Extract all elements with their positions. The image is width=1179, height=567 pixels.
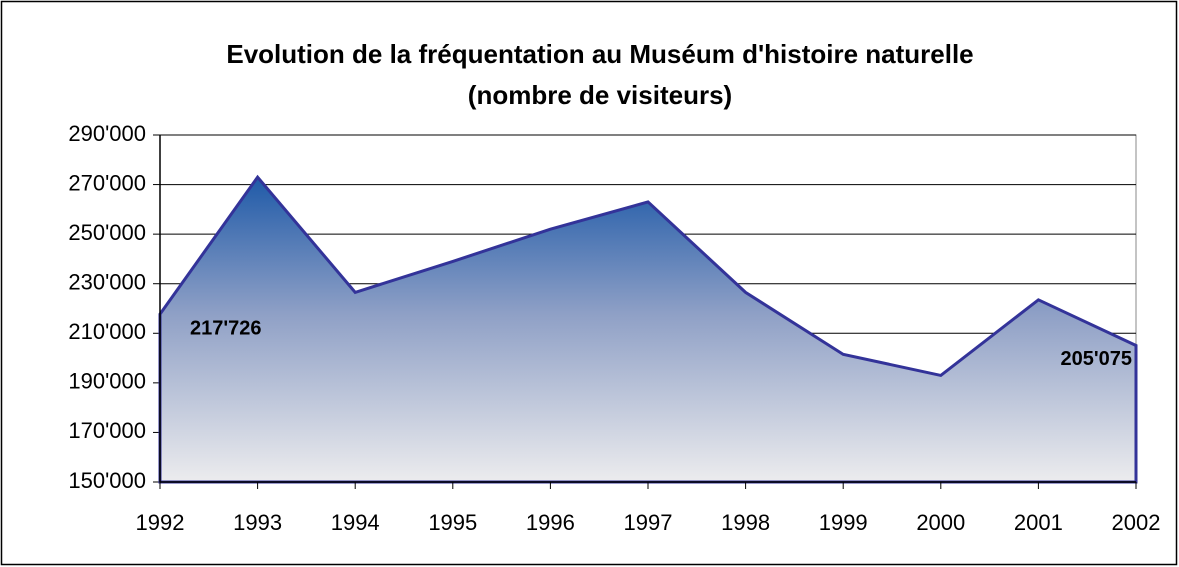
x-tick-label: 1993 <box>233 510 282 535</box>
y-tick-label: 250'000 <box>68 220 146 245</box>
x-tick-label: 1992 <box>136 510 185 535</box>
y-tick-label: 190'000 <box>68 369 146 394</box>
y-tick-label: 270'000 <box>68 170 146 195</box>
x-tick-label: 2001 <box>1014 510 1063 535</box>
data-label: 217'726 <box>190 317 262 339</box>
x-tick-label: 1996 <box>526 510 575 535</box>
x-tick-label: 1997 <box>624 510 673 535</box>
y-tick-label: 170'000 <box>68 418 146 443</box>
y-tick-label: 230'000 <box>68 270 146 295</box>
x-tick-label: 1994 <box>331 510 380 535</box>
x-tick-label: 2002 <box>1112 510 1161 535</box>
chart-title: Evolution de la fréquentation au Muséum … <box>226 39 973 69</box>
x-tick-label: 2000 <box>916 510 965 535</box>
area <box>158 174 1138 484</box>
y-tick-label: 210'000 <box>68 319 146 344</box>
y-tick-label: 290'000 <box>68 121 146 146</box>
x-tick-label: 1995 <box>428 510 477 535</box>
x-tick-label: 1998 <box>721 510 770 535</box>
chart-subtitle: (nombre de visiteurs) <box>468 80 732 110</box>
data-label: 205'075 <box>1061 348 1133 370</box>
y-tick-label: 150'000 <box>68 468 146 493</box>
x-tick-label: 1999 <box>819 510 868 535</box>
